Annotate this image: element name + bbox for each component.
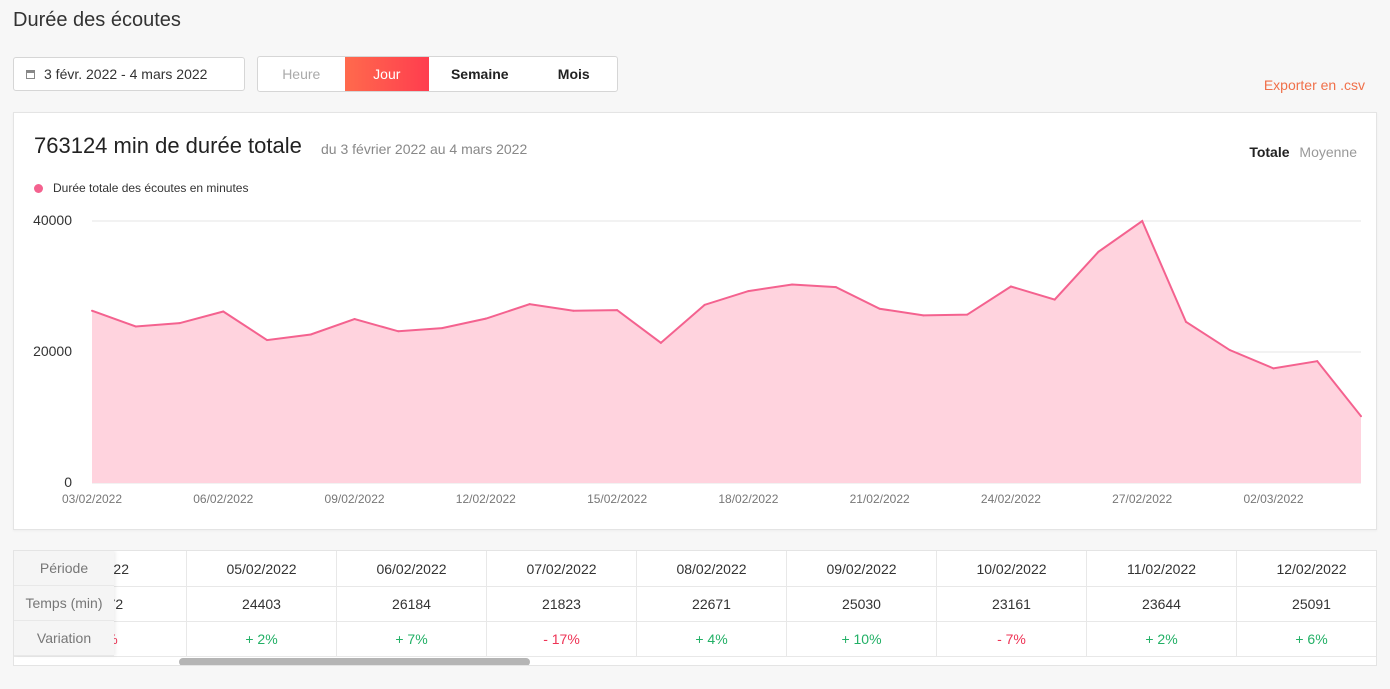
x-tick-label: 06/02/2022: [193, 492, 253, 506]
period-cell: 11/02/2022: [1087, 551, 1237, 586]
x-tick-label: 24/02/2022: [981, 492, 1041, 506]
x-tick-label: 18/02/2022: [718, 492, 778, 506]
time-cell: 24403: [187, 586, 337, 621]
x-tick-label: 12/02/2022: [456, 492, 516, 506]
data-point: [528, 303, 531, 306]
variation-cell: + 7%: [337, 621, 487, 656]
data-point: [834, 286, 837, 289]
series-line: [91, 219, 1362, 417]
data-point: [572, 309, 575, 312]
period-cell: 08/02/2022: [637, 551, 787, 586]
time-cell: 23644: [1087, 586, 1237, 621]
y-tick-label: 0: [64, 474, 72, 490]
data-point: [484, 317, 487, 320]
data-point: [222, 310, 225, 313]
date-range-picker[interactable]: 3 févr. 2022 - 4 mars 2022: [13, 57, 245, 91]
variation-cell: + 2%: [1087, 621, 1237, 656]
data-point: [397, 330, 400, 333]
time-cell: 25091: [1237, 586, 1376, 621]
period-cell: 05/02/2022: [187, 551, 337, 586]
total-duration-subtitle: du 3 février 2022 au 4 mars 2022: [321, 141, 528, 157]
x-tick-label: 09/02/2022: [325, 492, 385, 506]
time-cell: 22671: [637, 586, 787, 621]
data-point: [134, 325, 137, 328]
x-tick-label: 15/02/2022: [587, 492, 647, 506]
data-point: [1184, 320, 1187, 323]
variation-cell: - 17%: [487, 621, 637, 656]
time-cell: 23161: [937, 586, 1087, 621]
data-point: [1316, 360, 1319, 363]
data-point: [309, 333, 312, 336]
data-point: [1228, 349, 1231, 352]
page-title: Durée des écoutes: [13, 9, 181, 31]
period-cell: 12/02/2022: [1237, 551, 1376, 586]
time-cell: 26184: [337, 586, 487, 621]
calendar-icon: [26, 69, 35, 79]
data-point: [966, 313, 969, 316]
horizontal-scrollbar[interactable]: [179, 658, 530, 665]
period-cell: 06/02/2022: [337, 551, 487, 586]
chart-card: 763124 min de durée totale du 3 février …: [13, 112, 1377, 530]
table-row-variation: % + 2%+ 7%- 17%+ 4%+ 10%- 7%+ 2%+ 6%: [14, 621, 1376, 657]
legend-dot-icon: [34, 183, 43, 193]
data-point: [441, 327, 444, 330]
data-point: [616, 309, 619, 312]
y-tick-label: 40000: [33, 212, 72, 228]
table-row-period: /2022 05/02/202206/02/202207/02/202208/0…: [14, 551, 1376, 587]
date-range-label: 3 févr. 2022 - 4 mars 2022: [44, 66, 208, 82]
time-cell: 25030: [787, 586, 937, 621]
granularity-semaine-button[interactable]: Semaine: [450, 66, 509, 82]
data-point: [1097, 250, 1100, 253]
granularity-jour-button[interactable]: Jour: [344, 57, 430, 91]
metric-toggle: Totale Moyenne: [1249, 144, 1357, 160]
data-table: Période Temps (min) Variation /2022 05/0…: [13, 550, 1377, 666]
y-tick-label: 20000: [33, 343, 72, 359]
variation-cell: + 10%: [787, 621, 937, 656]
toggle-moyenne[interactable]: Moyenne: [1299, 144, 1357, 160]
x-tick-label: 02/03/2022: [1243, 492, 1303, 506]
toggle-totale[interactable]: Totale: [1249, 144, 1290, 160]
header-temps: Temps (min): [14, 586, 114, 621]
data-point: [1272, 367, 1275, 370]
data-point: [878, 307, 881, 310]
data-point: [922, 314, 925, 317]
header-periode: Période: [14, 551, 114, 586]
data-point: [178, 322, 181, 325]
data-point: [91, 309, 93, 312]
data-point: [266, 339, 269, 342]
data-point: [703, 303, 706, 306]
data-point: [1009, 285, 1012, 288]
x-tick-label: 03/02/2022: [62, 492, 122, 506]
area-chart: 40000 20000 0 03/02/2022 06/02/2022 09/02/202…: [33, 212, 1362, 506]
legend-label: Durée totale des écoutes en minutes: [53, 181, 249, 195]
period-cell: 09/02/2022: [787, 551, 937, 586]
variation-cell: + 4%: [637, 621, 787, 656]
data-point: [791, 283, 794, 286]
granularity-selector: Heure Jour Semaine Mois: [257, 56, 618, 92]
period-cell: 10/02/2022: [937, 551, 1087, 586]
variation-cell: + 2%: [187, 621, 337, 656]
x-tick-label: 27/02/2022: [1112, 492, 1172, 506]
data-point: [1141, 220, 1144, 222]
x-tick-label: 21/02/2022: [850, 492, 910, 506]
variation-cell: + 6%: [1237, 621, 1376, 656]
data-point: [1360, 415, 1362, 418]
header-variation: Variation: [14, 621, 114, 656]
export-csv-link[interactable]: Exporter en .csv: [1263, 77, 1365, 93]
table-row-time: 972 244032618421823226712503023161236442…: [14, 586, 1376, 622]
data-point: [1053, 298, 1056, 301]
data-point: [659, 341, 662, 344]
time-cell: 21823: [487, 586, 637, 621]
chart-legend[interactable]: Durée totale des écoutes en minutes: [34, 181, 248, 195]
variation-cell: - 7%: [937, 621, 1087, 656]
data-point: [353, 318, 356, 321]
series-area: [92, 221, 1361, 483]
table-header-column: Période Temps (min) Variation: [14, 551, 114, 656]
granularity-heure-button[interactable]: Heure: [282, 66, 321, 82]
data-point: [747, 290, 750, 293]
granularity-mois-button[interactable]: Mois: [557, 66, 590, 82]
period-cell: 07/02/2022: [487, 551, 637, 586]
total-duration-title: 763124 min de durée totale: [34, 133, 302, 158]
